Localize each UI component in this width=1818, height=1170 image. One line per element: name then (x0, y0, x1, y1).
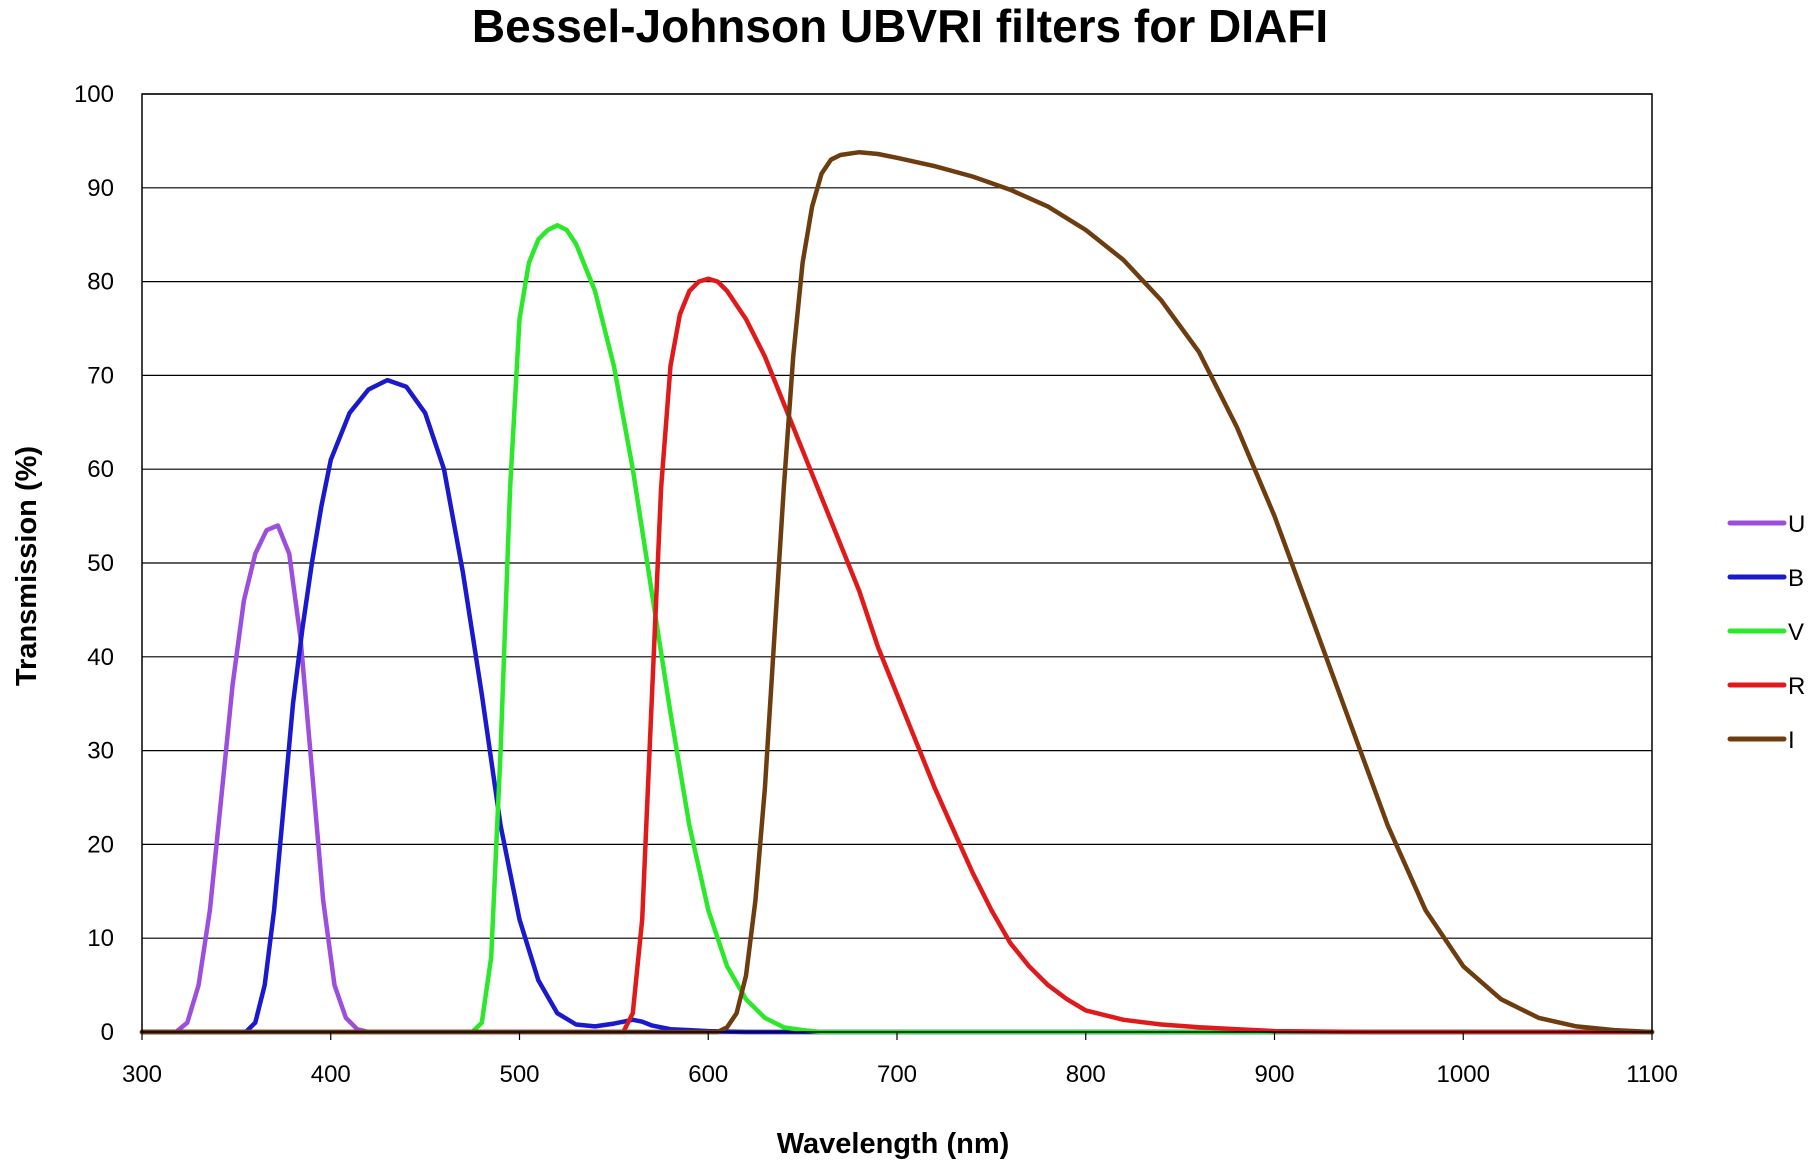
x-tick-label: 1100 (1626, 1061, 1678, 1088)
y-tick-label: 0 (101, 1019, 114, 1046)
legend-label-v: V (1788, 619, 1804, 646)
x-tick-label: 700 (877, 1061, 917, 1088)
x-tick-label: 400 (311, 1061, 351, 1088)
y-tick-label: 10 (87, 925, 114, 952)
series-line-u (139, 523, 1655, 1035)
y-tick-label: 90 (87, 175, 114, 202)
y-tick-label: 60 (87, 456, 114, 483)
y-tick-label: 40 (87, 644, 114, 671)
y-tick-label: 80 (87, 269, 114, 296)
legend-label-r: R (1788, 673, 1805, 700)
x-tick-label: 900 (1254, 1061, 1294, 1088)
y-tick-labels: 0 10 20 30 40 50 60 70 80 90 100 (74, 81, 114, 1046)
x-tick-label: 1000 (1437, 1061, 1490, 1088)
x-axis-label: Wavelength (nm) (777, 1128, 1010, 1160)
y-tick-label: 30 (87, 738, 114, 765)
legend-label-u: U (1788, 511, 1805, 538)
series-line-b (139, 377, 1655, 1035)
y-tick-label: 20 (87, 831, 114, 858)
x-tick-labels: 300 400 500 600 700 800 900 1000 1100 (122, 1032, 1678, 1088)
legend-label-i: I (1788, 727, 1795, 754)
x-tick-label: 300 (122, 1061, 162, 1088)
series-line-v (139, 223, 1655, 1035)
y-axis-label: Transmission (%) (11, 446, 43, 686)
legend: UBVRI (1727, 511, 1805, 754)
x-tick-label: 600 (688, 1061, 728, 1088)
gridlines (142, 93, 1652, 1033)
y-tick-label: 50 (87, 550, 114, 577)
series-line-r (139, 276, 1655, 1035)
x-tick-label: 800 (1066, 1061, 1106, 1088)
series-lines (139, 149, 1655, 1035)
y-tick-label: 100 (74, 81, 114, 108)
y-tick-label: 70 (87, 362, 114, 389)
legend-label-b: B (1788, 565, 1804, 592)
series-line-i (139, 149, 1655, 1035)
chart-title: Bessel-Johnson UBVRI filters for DIAFI (472, 0, 1328, 52)
x-tick-label: 500 (499, 1061, 539, 1088)
